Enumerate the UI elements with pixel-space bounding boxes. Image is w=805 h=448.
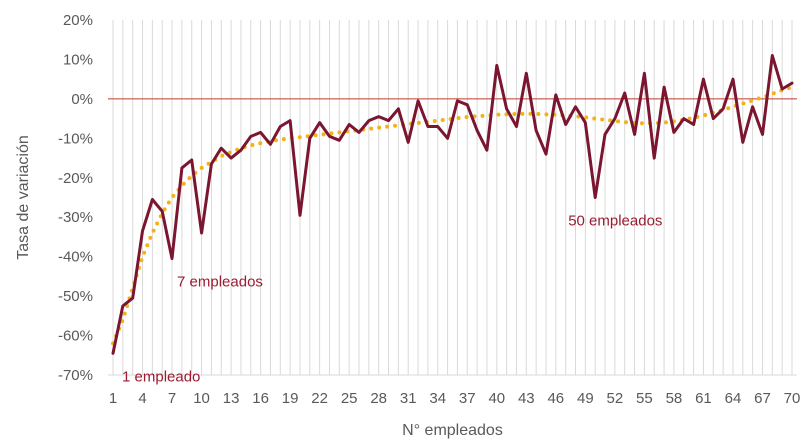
y-tick-label: -60% xyxy=(58,328,93,345)
x-tick-label: 16 xyxy=(252,390,269,407)
x-axis-title: N° empleados xyxy=(402,422,503,439)
trend-line xyxy=(111,85,794,346)
x-tick-label: 37 xyxy=(459,390,476,407)
x-tick-label: 1 xyxy=(109,390,117,407)
x-tick-label: 25 xyxy=(341,390,358,407)
x-axis-ticks: 1 4 7 10 13 16 19 22 25 28 31 34 37 40 43 46 49 52 55 58 61 6… xyxy=(109,390,801,407)
x-tick-label: 7 xyxy=(168,390,176,407)
y-axis-ticks: 20% 10% 0% -10% -20% -30% -40% -50% -60% -70% xyxy=(58,12,93,384)
y-tick-label: -50% xyxy=(58,288,93,305)
annotations: 1 empleado 7 empleados 50 empleados xyxy=(122,213,662,386)
y-tick-label: -70% xyxy=(58,367,93,384)
x-tick-label: 52 xyxy=(607,390,624,407)
data-line xyxy=(111,54,794,355)
y-tick-label: -10% xyxy=(58,130,93,147)
annotation-label: 1 empleado xyxy=(122,368,200,385)
y-tick-label: -30% xyxy=(58,209,93,226)
x-tick-label: 46 xyxy=(547,390,564,407)
x-tick-label: 67 xyxy=(754,390,771,407)
x-tick-label: 13 xyxy=(223,390,240,407)
x-tick-label: 22 xyxy=(311,390,328,407)
x-tick-label: 28 xyxy=(370,390,387,407)
x-tick-label: 43 xyxy=(518,390,535,407)
annotation-label: 50 empleados xyxy=(568,213,662,230)
y-tick-label: 10% xyxy=(63,51,93,68)
y-axis-title: Tasa de variación xyxy=(15,135,32,260)
x-tick-label: 19 xyxy=(282,390,299,407)
x-tick-label: 64 xyxy=(725,390,742,407)
x-tick-label: 58 xyxy=(666,390,683,407)
y-tick-label: -40% xyxy=(58,249,93,266)
x-tick-label: 61 xyxy=(695,390,712,407)
x-tick-label: 34 xyxy=(429,390,446,407)
x-tick-label: 4 xyxy=(138,390,146,407)
y-tick-label: 20% xyxy=(63,12,93,29)
grid xyxy=(108,20,797,376)
x-tick-label: 49 xyxy=(577,390,594,407)
x-tick-label: 40 xyxy=(488,390,505,407)
x-tick-label: 31 xyxy=(400,390,417,407)
series xyxy=(111,54,794,355)
y-tick-label: -20% xyxy=(58,170,93,187)
annotation-label: 7 empleados xyxy=(177,274,263,291)
x-tick-label: 55 xyxy=(636,390,653,407)
x-tick-label: 70 xyxy=(784,390,801,407)
y-tick-label: 0% xyxy=(71,91,93,108)
x-tick-label: 10 xyxy=(193,390,210,407)
